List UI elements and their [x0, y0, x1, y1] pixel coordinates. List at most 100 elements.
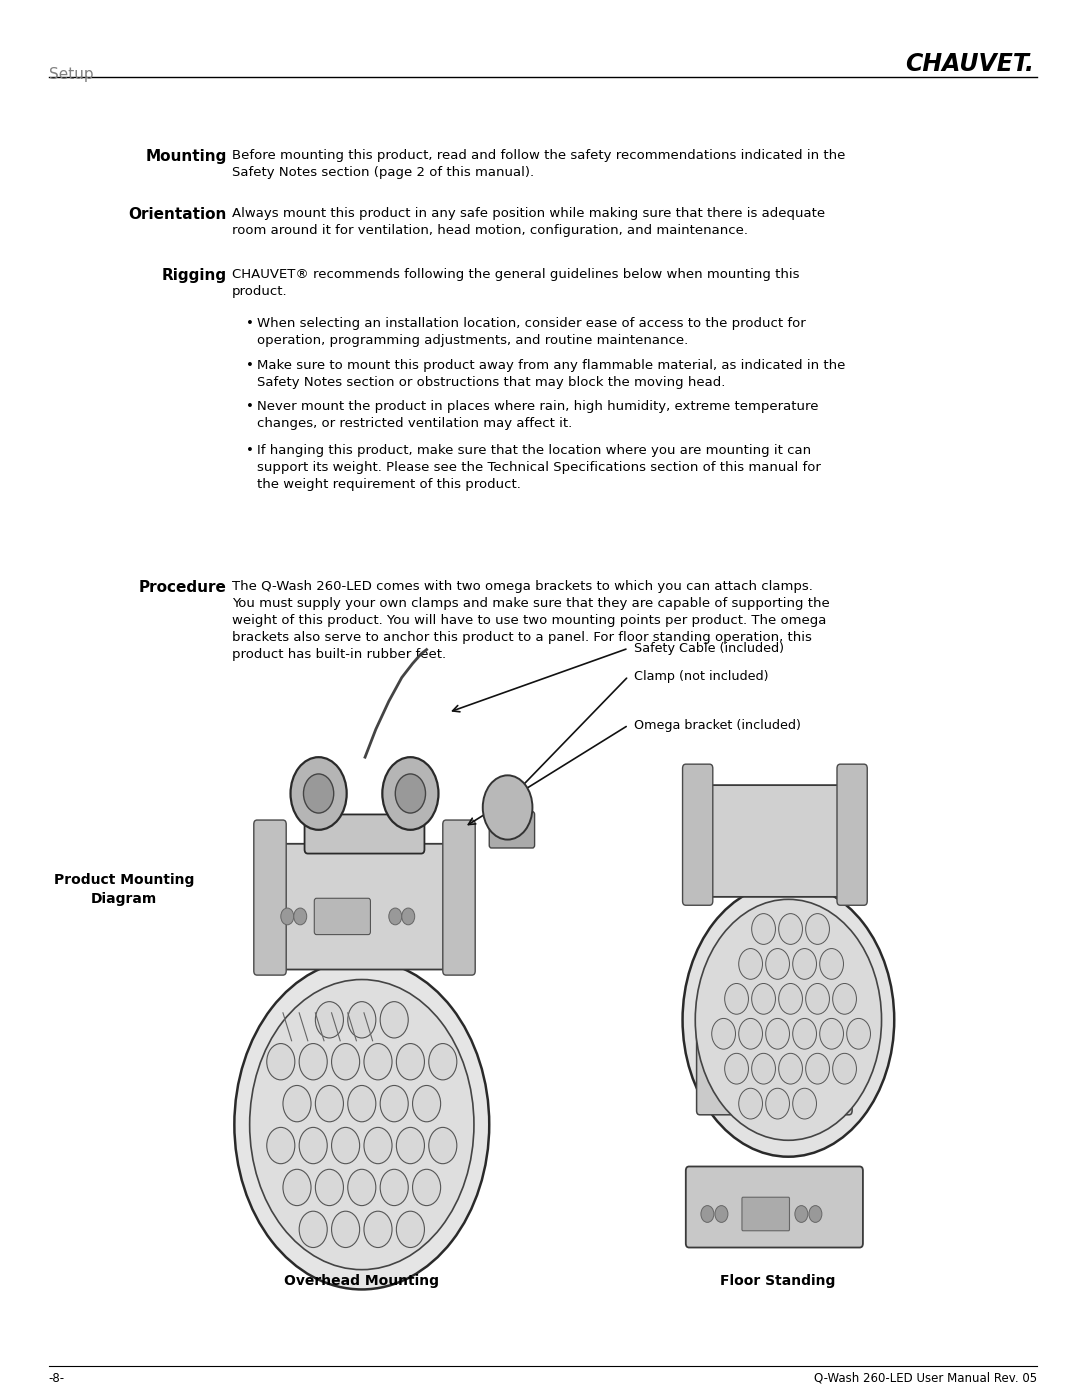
- Text: If hanging this product, make sure that the location where you are mounting it c: If hanging this product, make sure that …: [257, 444, 821, 492]
- Circle shape: [291, 757, 347, 830]
- Text: Before mounting this product, read and follow the safety recommendations indicat: Before mounting this product, read and f…: [232, 149, 846, 179]
- FancyBboxPatch shape: [697, 1030, 852, 1115]
- Circle shape: [396, 1044, 424, 1080]
- Circle shape: [701, 1206, 714, 1222]
- Circle shape: [806, 1053, 829, 1084]
- Text: Setup: Setup: [49, 67, 93, 82]
- Circle shape: [348, 1002, 376, 1038]
- Circle shape: [413, 1169, 441, 1206]
- Circle shape: [739, 1088, 762, 1119]
- Circle shape: [396, 1127, 424, 1164]
- Circle shape: [348, 1085, 376, 1122]
- FancyBboxPatch shape: [314, 898, 370, 935]
- Circle shape: [283, 1085, 311, 1122]
- Circle shape: [315, 1169, 343, 1206]
- FancyBboxPatch shape: [254, 820, 286, 975]
- FancyBboxPatch shape: [305, 814, 424, 854]
- Text: Orientation: Orientation: [129, 207, 227, 222]
- Circle shape: [833, 983, 856, 1014]
- Text: Clamp (not included): Clamp (not included): [634, 669, 769, 683]
- Text: When selecting an installation location, consider ease of access to the product : When selecting an installation location,…: [257, 317, 806, 346]
- Circle shape: [315, 1085, 343, 1122]
- Circle shape: [752, 914, 775, 944]
- Text: Omega bracket (included): Omega bracket (included): [634, 718, 801, 732]
- Circle shape: [395, 774, 426, 813]
- Circle shape: [389, 908, 402, 925]
- FancyBboxPatch shape: [443, 820, 475, 975]
- Text: CHAUVET® recommends following the general guidelines below when mounting this
pr: CHAUVET® recommends following the genera…: [232, 268, 799, 298]
- Circle shape: [267, 1044, 295, 1080]
- Circle shape: [299, 1211, 327, 1248]
- Circle shape: [725, 1053, 748, 1084]
- Text: •: •: [246, 400, 254, 412]
- Circle shape: [779, 983, 802, 1014]
- Circle shape: [382, 757, 438, 830]
- FancyBboxPatch shape: [837, 764, 867, 905]
- Circle shape: [779, 1053, 802, 1084]
- Text: CHAUVET.: CHAUVET.: [906, 52, 1035, 75]
- Circle shape: [413, 1085, 441, 1122]
- Circle shape: [332, 1127, 360, 1164]
- FancyBboxPatch shape: [686, 1166, 863, 1248]
- Text: Floor Standing: Floor Standing: [720, 1274, 835, 1288]
- Circle shape: [766, 949, 789, 979]
- Ellipse shape: [234, 960, 489, 1289]
- Text: -8-: -8-: [49, 1372, 65, 1384]
- Text: Never mount the product in places where rain, high humidity, extreme temperature: Never mount the product in places where …: [257, 400, 819, 429]
- Circle shape: [429, 1127, 457, 1164]
- Circle shape: [380, 1169, 408, 1206]
- FancyBboxPatch shape: [698, 785, 852, 897]
- Circle shape: [833, 1053, 856, 1084]
- Circle shape: [806, 914, 829, 944]
- Circle shape: [739, 949, 762, 979]
- Text: Mounting: Mounting: [146, 149, 227, 165]
- Text: Procedure: Procedure: [139, 580, 227, 595]
- Text: Rigging: Rigging: [162, 268, 227, 284]
- Ellipse shape: [683, 883, 894, 1157]
- Circle shape: [380, 1085, 408, 1122]
- Circle shape: [766, 1018, 789, 1049]
- Circle shape: [820, 1018, 843, 1049]
- Circle shape: [303, 774, 334, 813]
- Circle shape: [315, 1002, 343, 1038]
- Circle shape: [364, 1127, 392, 1164]
- Circle shape: [283, 1169, 311, 1206]
- Circle shape: [299, 1127, 327, 1164]
- Circle shape: [332, 1044, 360, 1080]
- Circle shape: [752, 1053, 775, 1084]
- Circle shape: [809, 1206, 822, 1222]
- Circle shape: [779, 914, 802, 944]
- Ellipse shape: [696, 900, 881, 1140]
- Text: •: •: [246, 317, 254, 330]
- Circle shape: [847, 1018, 870, 1049]
- Circle shape: [396, 1211, 424, 1248]
- Circle shape: [766, 1088, 789, 1119]
- Circle shape: [483, 775, 532, 840]
- FancyBboxPatch shape: [271, 844, 458, 970]
- Ellipse shape: [249, 979, 474, 1270]
- Text: Overhead Mounting: Overhead Mounting: [284, 1274, 440, 1288]
- Circle shape: [725, 983, 748, 1014]
- Circle shape: [364, 1211, 392, 1248]
- Text: •: •: [246, 444, 254, 457]
- Circle shape: [348, 1169, 376, 1206]
- Circle shape: [793, 1088, 816, 1119]
- Circle shape: [820, 949, 843, 979]
- Text: Q-Wash 260-LED User Manual Rev. 05: Q-Wash 260-LED User Manual Rev. 05: [813, 1372, 1037, 1384]
- FancyBboxPatch shape: [489, 812, 535, 848]
- Text: Product Mounting
Diagram: Product Mounting Diagram: [54, 873, 194, 905]
- Text: The Q-Wash 260-LED comes with two omega brackets to which you can attach clamps.: The Q-Wash 260-LED comes with two omega …: [232, 580, 829, 661]
- Circle shape: [267, 1127, 295, 1164]
- Circle shape: [806, 983, 829, 1014]
- Circle shape: [752, 983, 775, 1014]
- Circle shape: [364, 1044, 392, 1080]
- Circle shape: [715, 1206, 728, 1222]
- Circle shape: [795, 1206, 808, 1222]
- Circle shape: [793, 1018, 816, 1049]
- Circle shape: [281, 908, 294, 925]
- Circle shape: [793, 949, 816, 979]
- Circle shape: [299, 1044, 327, 1080]
- Text: Always mount this product in any safe position while making sure that there is a: Always mount this product in any safe po…: [232, 207, 825, 236]
- Circle shape: [294, 908, 307, 925]
- Circle shape: [739, 1018, 762, 1049]
